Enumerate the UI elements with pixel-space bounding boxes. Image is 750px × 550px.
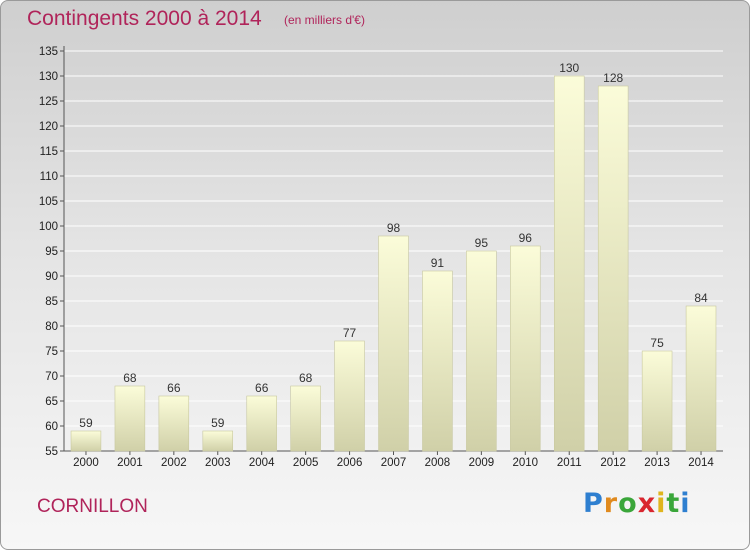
y-tick-label: 105 [39,196,58,208]
bar [422,270,453,452]
bar-value-label: 66 [167,381,181,395]
x-tick-label: 2013 [644,457,670,469]
x-tick-label: 2006 [337,457,363,469]
x-tick-label: 2014 [688,457,714,469]
bar-value-label: 128 [603,71,623,85]
bar-value-label: 91 [431,256,445,270]
y-tick-label: 55 [45,446,58,458]
x-tick-label: 2012 [600,457,626,469]
y-tick-label: 110 [40,171,58,183]
x-tick-label: 2004 [249,457,275,469]
bar [290,385,321,452]
bar-value-label: 66 [255,381,269,395]
y-tick-label: 100 [39,221,58,233]
bar [597,85,629,452]
y-tick-label: 95 [45,246,58,258]
bar [246,395,277,452]
bar [553,75,585,452]
x-tick-label: 2008 [425,457,451,469]
y-tick-label: 85 [45,296,58,308]
x-tick-label: 2001 [117,457,143,469]
bar-value-label: 95 [475,236,489,250]
bar [641,350,673,452]
proxiti-logo: Proxiti [583,488,691,519]
bar [70,430,102,452]
x-tick-label: 2002 [161,457,187,469]
bar-value-label: 130 [559,61,579,75]
y-tick-label: 75 [45,346,58,358]
bar [158,395,190,452]
x-tick-label: 2003 [205,457,231,469]
y-tick-label: 90 [45,271,58,283]
y-tick-label: 115 [40,146,58,158]
y-tick-label: 60 [45,421,58,433]
bar-value-label: 96 [519,231,533,245]
x-tick-label: 2010 [513,457,539,469]
bar [202,430,234,452]
y-tick-label: 65 [45,396,58,408]
bar-value-label: 84 [694,291,708,305]
x-tick-label: 2011 [557,457,582,469]
bar-value-label: 98 [387,221,401,235]
chart-subtitle: (en milliers d'€) [284,13,365,27]
bar [334,340,365,452]
x-tick-label: 2009 [469,457,495,469]
bar [685,305,717,452]
bar [466,250,497,452]
bar-value-label: 77 [343,326,357,340]
bar [114,385,146,452]
bar-value-label: 59 [79,416,93,430]
y-tick-label: 135 [39,46,58,58]
y-tick-label: 120 [39,121,58,133]
bar [378,235,409,452]
bar-value-label: 59 [211,416,225,430]
x-tick-label: 2005 [293,457,319,469]
bar-value-label: 75 [650,336,664,350]
y-tick-label: 70 [45,371,58,383]
bar-value-label: 68 [299,371,313,385]
y-tick-label: 125 [39,96,58,108]
bar-value-label: 68 [123,371,137,385]
bar [510,245,541,452]
commune-name: CORNILLON [37,496,148,517]
x-tick-label: 2000 [73,457,99,469]
y-tick-label: 80 [45,321,58,333]
chart-title: Contingents 2000 à 2014 [27,7,262,30]
y-tick-label: 130 [39,71,58,83]
x-tick-label: 2007 [381,457,407,469]
